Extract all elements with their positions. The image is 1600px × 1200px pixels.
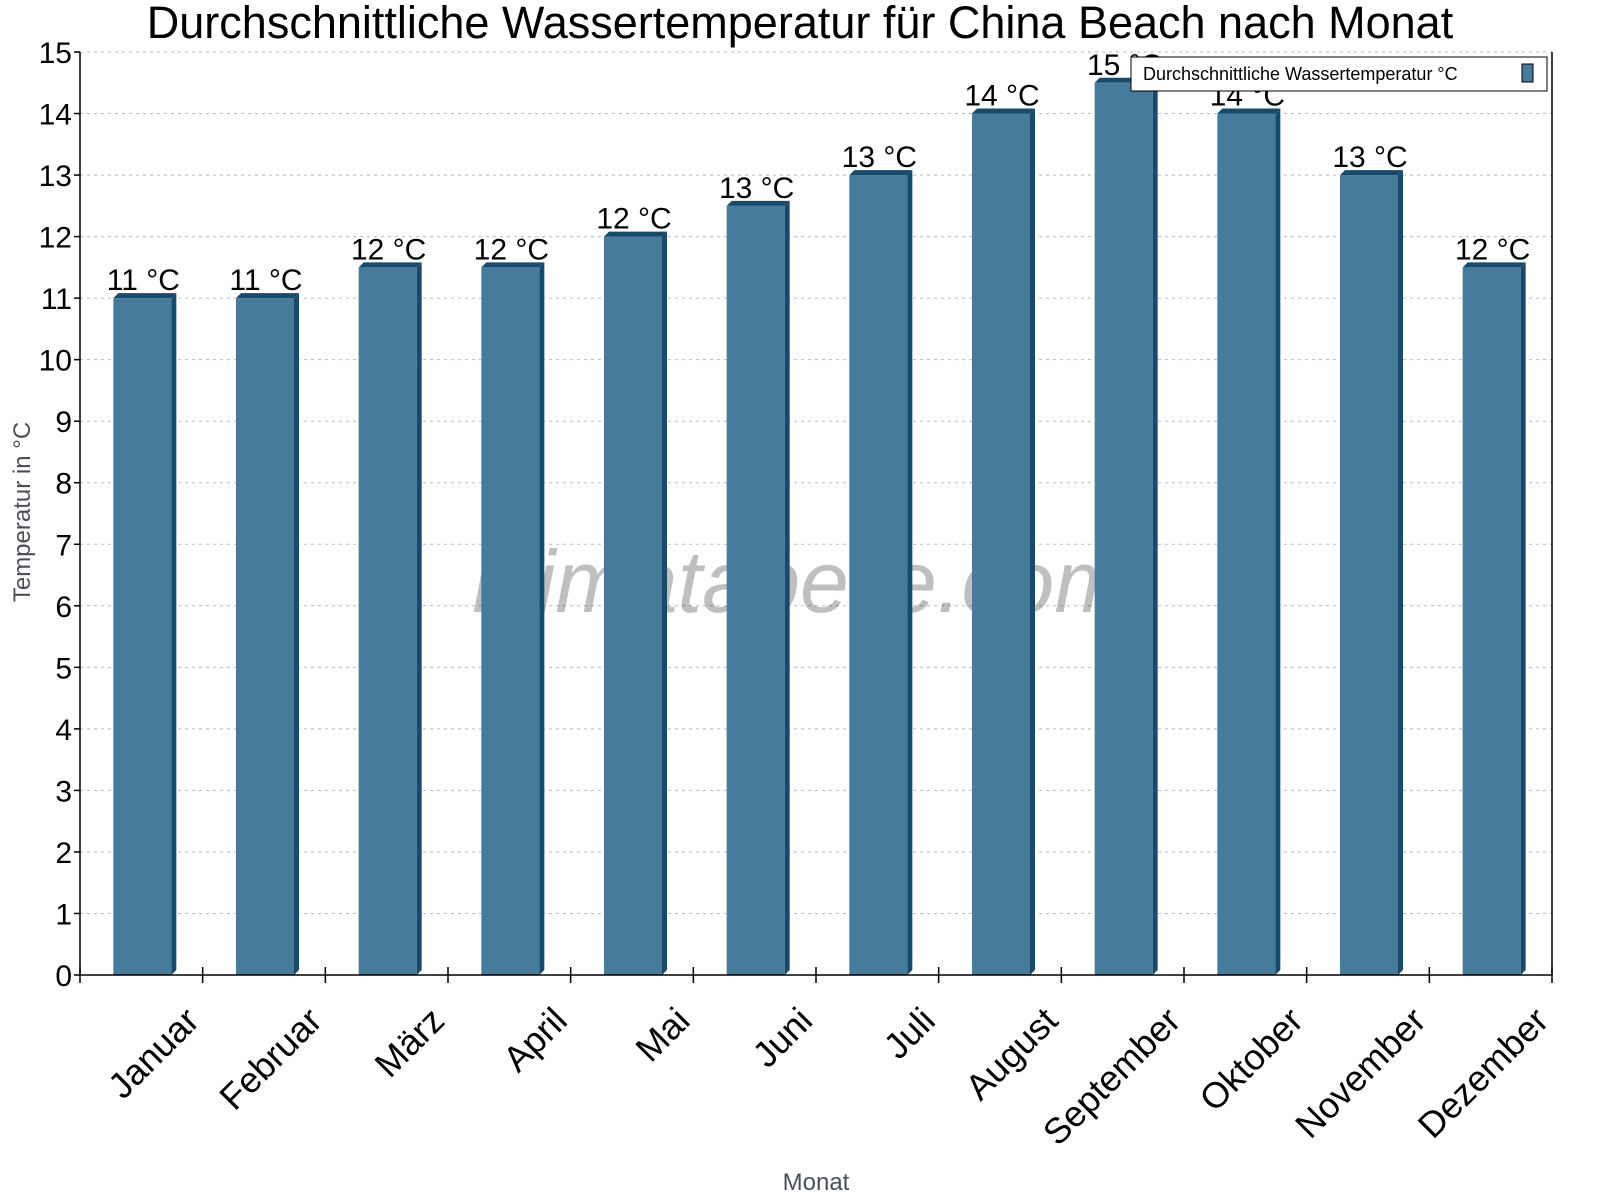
x-category-label: Dezember <box>1410 999 1556 1145</box>
x-category-label: Juli <box>876 999 943 1066</box>
bar-top <box>358 262 422 268</box>
bar-value-label: 12 °C <box>351 233 426 266</box>
bar-front <box>1340 175 1398 976</box>
bar-front <box>1094 82 1153 976</box>
bar-value-label: 13 °C <box>842 141 917 174</box>
gridlines <box>80 51 1552 914</box>
y-tick-label: 5 <box>55 652 72 685</box>
x-category-label: Mai <box>627 999 697 1069</box>
bar: 15 °C <box>1087 49 1162 976</box>
y-axis-title: Temperatur in °C <box>9 422 36 602</box>
y-tick-label: 14 <box>39 99 72 132</box>
chart-title: Durchschnittliche Wassertemperatur für C… <box>147 0 1454 48</box>
bar: 13 °C <box>842 141 917 976</box>
x-category-label: Januar <box>100 999 207 1106</box>
y-tick-label: 7 <box>55 529 72 562</box>
bars: 11 °C 11 °C 12 °C 12 °C 12 °C 13 °C 13 °C 14 °C… <box>107 49 1530 976</box>
x-axis-ticks: Januar Februar März April Mai Juni Juli AugustS… <box>79 967 1556 1153</box>
x-category-label: April <box>495 999 575 1079</box>
bar-front <box>236 298 294 976</box>
y-tick-label: 4 <box>55 714 72 747</box>
bar-top <box>481 262 545 268</box>
bar-top <box>236 293 299 299</box>
legend-swatch-icon <box>1521 63 1534 83</box>
y-tick-label: 10 <box>39 345 72 378</box>
bar-side <box>1152 77 1158 976</box>
bar-value-label: 11 °C <box>107 264 180 297</box>
bar-value-label: 14 °C <box>964 80 1039 113</box>
y-tick-label: 13 <box>39 160 72 193</box>
bar-side <box>662 231 667 976</box>
x-category-label: März <box>367 999 453 1085</box>
legend-label: Durchschnittliche Wassertemperatur °C <box>1143 64 1458 84</box>
bar-top <box>849 170 913 176</box>
y-tick-label: 2 <box>55 837 72 870</box>
bar-side <box>416 262 422 975</box>
bar-top <box>1462 262 1526 268</box>
bar: 13 °C <box>1332 141 1408 976</box>
bar-top <box>726 200 790 206</box>
bar: 11 °C <box>229 264 303 976</box>
bar-side <box>1275 108 1281 976</box>
bar-front <box>1217 113 1276 976</box>
bar: 14 °C <box>964 80 1040 976</box>
bar: 12 °C <box>1455 233 1530 975</box>
bar-side <box>1398 170 1403 976</box>
bar: 12 °C <box>351 233 426 975</box>
bar-side <box>1030 108 1035 976</box>
bar: 12 °C <box>474 233 549 975</box>
bar: 12 °C <box>596 203 672 976</box>
bar-top <box>1340 170 1403 176</box>
y-tick-label: 8 <box>55 468 72 501</box>
bar: 13 °C <box>719 172 794 976</box>
x-category-label: Juni <box>744 999 820 1075</box>
x-category-label: August <box>957 999 1065 1107</box>
bar-top <box>604 231 667 237</box>
x-category-label: November <box>1287 999 1433 1145</box>
bar-front <box>358 267 417 975</box>
bar-value-label: 12 °C <box>596 203 671 236</box>
y-tick-label: 12 <box>39 222 72 255</box>
legend: Durchschnittliche Wassertemperatur °C <box>1130 56 1548 92</box>
bar-side <box>907 170 913 976</box>
axes <box>79 52 1553 976</box>
bar-side <box>294 293 299 976</box>
bar-side <box>1520 262 1526 975</box>
y-tick-label: 1 <box>55 898 72 931</box>
x-axis-title: Monat <box>783 1169 850 1196</box>
bar-top <box>113 293 177 299</box>
bar-side <box>784 200 790 976</box>
bar-front <box>113 298 172 976</box>
bar-front <box>604 236 662 976</box>
x-category-label: Oktober <box>1191 999 1311 1119</box>
bar-value-label: 12 °C <box>474 233 549 266</box>
x-category-label: Februar <box>211 999 329 1117</box>
bar-front <box>972 113 1030 976</box>
bar-value-label: 11 °C <box>229 264 302 297</box>
legend-box <box>1130 56 1548 92</box>
bar-front <box>849 175 908 976</box>
y-tick-label: 0 <box>55 960 72 993</box>
y-tick-label: 11 <box>41 283 72 316</box>
bar-front <box>726 205 785 976</box>
bar-value-label: 13 °C <box>1332 141 1407 174</box>
bar-value-label: 13 °C <box>719 172 794 205</box>
bar-side <box>539 262 545 975</box>
bar: 11 °C <box>107 264 180 976</box>
bar-top <box>972 108 1035 114</box>
bar-side <box>171 293 177 976</box>
bar-front <box>1462 267 1521 975</box>
bar-front <box>481 267 540 975</box>
y-tick-label: 6 <box>55 591 72 624</box>
bar-value-label: 12 °C <box>1455 233 1530 266</box>
y-tick-label: 3 <box>55 775 72 808</box>
y-tick-label: 9 <box>55 406 72 439</box>
y-tick-label: 15 <box>39 37 72 70</box>
bar-top <box>1217 108 1281 114</box>
bar: 14 °C <box>1210 80 1285 976</box>
